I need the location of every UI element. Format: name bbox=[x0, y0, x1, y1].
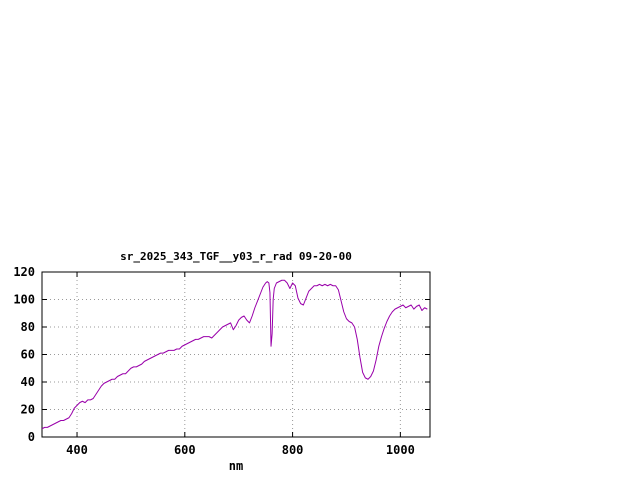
y-tick-label: 60 bbox=[21, 348, 35, 362]
y-tick-label: 120 bbox=[13, 265, 35, 279]
chart-title: sr_2025_343_TGF__y03_r_rad 09-20-00 bbox=[120, 250, 352, 263]
x-axis-label: nm bbox=[228, 459, 244, 473]
x-tick-label: 800 bbox=[282, 443, 304, 457]
x-tick-label: 600 bbox=[174, 443, 196, 457]
y-tick-label: 40 bbox=[21, 375, 35, 389]
data-line bbox=[41, 279, 428, 430]
y-tick-label: 0 bbox=[28, 430, 35, 444]
x-tick-label: 1000 bbox=[386, 443, 415, 457]
plot-border bbox=[41, 271, 431, 438]
y-tick-label: 100 bbox=[13, 293, 35, 307]
y-tick-label: 20 bbox=[21, 403, 35, 417]
y-tick-label: 80 bbox=[21, 320, 35, 334]
x-tick-label: 400 bbox=[66, 443, 88, 457]
